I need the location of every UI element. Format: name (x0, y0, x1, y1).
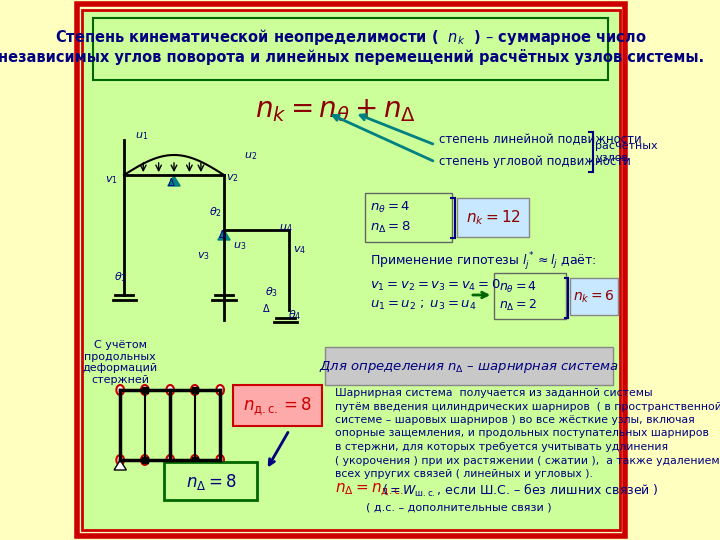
Text: $u_4$: $u_4$ (279, 222, 292, 234)
Text: $n_{\rm д.с.} = 8$: $n_{\rm д.с.} = 8$ (243, 395, 312, 417)
FancyBboxPatch shape (142, 387, 148, 393)
Circle shape (141, 455, 148, 465)
Text: С учётом
продольных
деформаций
стержней: С учётом продольных деформаций стержней (83, 340, 158, 385)
Circle shape (166, 455, 174, 465)
Polygon shape (114, 460, 126, 470)
Circle shape (166, 385, 174, 395)
FancyBboxPatch shape (494, 273, 566, 319)
Circle shape (141, 385, 148, 395)
FancyBboxPatch shape (325, 347, 613, 385)
Text: системе – шаровых шарниров ) во все жёсткие узлы, включая: системе – шаровых шарниров ) во все жёст… (336, 415, 696, 425)
Polygon shape (218, 230, 230, 240)
Text: $n_k = 12$: $n_k = 12$ (466, 208, 521, 227)
FancyBboxPatch shape (457, 198, 529, 237)
Text: $v_1 = v_2 = v_3 = v_4 = 0$: $v_1 = v_2 = v_3 = v_4 = 0$ (370, 278, 501, 293)
Text: $n_\theta = 4$: $n_\theta = 4$ (499, 280, 537, 294)
Text: $\Delta$: $\Delta$ (168, 176, 176, 188)
Text: $\theta_2$: $\theta_2$ (209, 205, 222, 219)
Text: $u_1$: $u_1$ (135, 130, 148, 142)
FancyBboxPatch shape (365, 193, 452, 242)
Text: $n_k = 6$: $n_k = 6$ (573, 289, 615, 305)
FancyBboxPatch shape (570, 278, 618, 315)
Text: $n_\Delta = 8$: $n_\Delta = 8$ (186, 472, 236, 492)
Text: степень линейной подвижности: степень линейной подвижности (439, 133, 642, 146)
Text: ( д.с. – дополнительные связи ): ( д.с. – дополнительные связи ) (366, 503, 552, 513)
Text: $\theta_3$: $\theta_3$ (265, 285, 278, 299)
Text: $v_2$: $v_2$ (226, 172, 239, 184)
Circle shape (117, 385, 124, 395)
Text: Шарнирная система  получается из заданной системы: Шарнирная система получается из заданной… (336, 388, 653, 398)
Text: $\theta_4$: $\theta_4$ (288, 308, 301, 322)
Text: $u_3$: $u_3$ (233, 240, 246, 252)
Text: всех упругих связей ( линейных и угловых ).: всех упругих связей ( линейных и угловых… (336, 469, 593, 479)
Circle shape (191, 455, 199, 465)
Text: опорные защемления, и продольных поступательных шарниров: опорные защемления, и продольных поступа… (336, 429, 709, 438)
Text: Степень кинематической неопределимости (  $n_k$  ) – суммарное число: Степень кинематической неопределимости (… (55, 27, 647, 47)
FancyBboxPatch shape (164, 462, 257, 500)
Polygon shape (214, 460, 226, 470)
Text: степень угловой подвижности: степень угловой подвижности (439, 156, 631, 168)
Text: $\Delta$: $\Delta$ (218, 228, 227, 240)
Text: $( = W_{\rm ш.с.}$, если Ш.С. – без лишних связей ): $( = W_{\rm ш.с.}$, если Ш.С. – без лишн… (382, 482, 658, 498)
Circle shape (216, 455, 224, 465)
Text: $n_\Delta = 8$: $n_\Delta = 8$ (370, 219, 411, 234)
FancyBboxPatch shape (192, 457, 198, 463)
Text: $n_\theta = 4$: $n_\theta = 4$ (370, 199, 410, 214)
Text: $v_1$: $v_1$ (105, 174, 117, 186)
FancyBboxPatch shape (192, 387, 198, 393)
Text: $n_\Delta = 2$: $n_\Delta = 2$ (499, 298, 537, 313)
Text: $u_2$: $u_2$ (244, 150, 258, 162)
FancyBboxPatch shape (82, 10, 620, 530)
Text: $v_4$: $v_4$ (293, 244, 306, 256)
Circle shape (117, 455, 124, 465)
FancyBboxPatch shape (142, 457, 148, 463)
FancyBboxPatch shape (77, 4, 624, 536)
Text: независимых углов поворота и линейных перемещений расчётных узлов системы.: независимых углов поворота и линейных пе… (0, 49, 704, 65)
FancyBboxPatch shape (94, 18, 608, 80)
Circle shape (191, 385, 199, 395)
Text: $\theta_1$: $\theta_1$ (114, 270, 127, 284)
Text: $v_3$: $v_3$ (197, 250, 210, 262)
Polygon shape (164, 460, 176, 470)
Circle shape (216, 385, 224, 395)
Text: в стержни, для которых требуется учитывать удлинения: в стержни, для которых требуется учитыва… (336, 442, 669, 452)
Text: Применение гипотезы $l^*_j \approx l_j$ даёт:: Применение гипотезы $l^*_j \approx l_j$ … (370, 251, 597, 273)
Text: $\Delta$: $\Delta$ (262, 302, 271, 314)
Text: расчётных
узлов: расчётных узлов (595, 141, 658, 163)
Text: $u_1 = u_2 \;;\; u_3 = u_4$: $u_1 = u_2 \;;\; u_3 = u_4$ (370, 299, 477, 312)
Text: Для определения $n_\Delta$ – шарнирная система: Для определения $n_\Delta$ – шарнирная с… (319, 359, 619, 375)
Text: ( укорочения ) при их растяжении ( сжатии ),  а также удалением: ( укорочения ) при их растяжении ( сжати… (336, 456, 720, 465)
FancyBboxPatch shape (233, 385, 323, 426)
Text: $n_k = n_\theta + n_\Delta$: $n_k = n_\theta + n_\Delta$ (255, 96, 416, 124)
Text: $n_\Delta = n_{\rm д.с.}$: $n_\Delta = n_{\rm д.с.}$ (336, 482, 404, 498)
Polygon shape (168, 176, 180, 186)
Text: путём введения цилиндрических шарниров  ( в пространственной: путём введения цилиндрических шарниров (… (336, 402, 720, 411)
